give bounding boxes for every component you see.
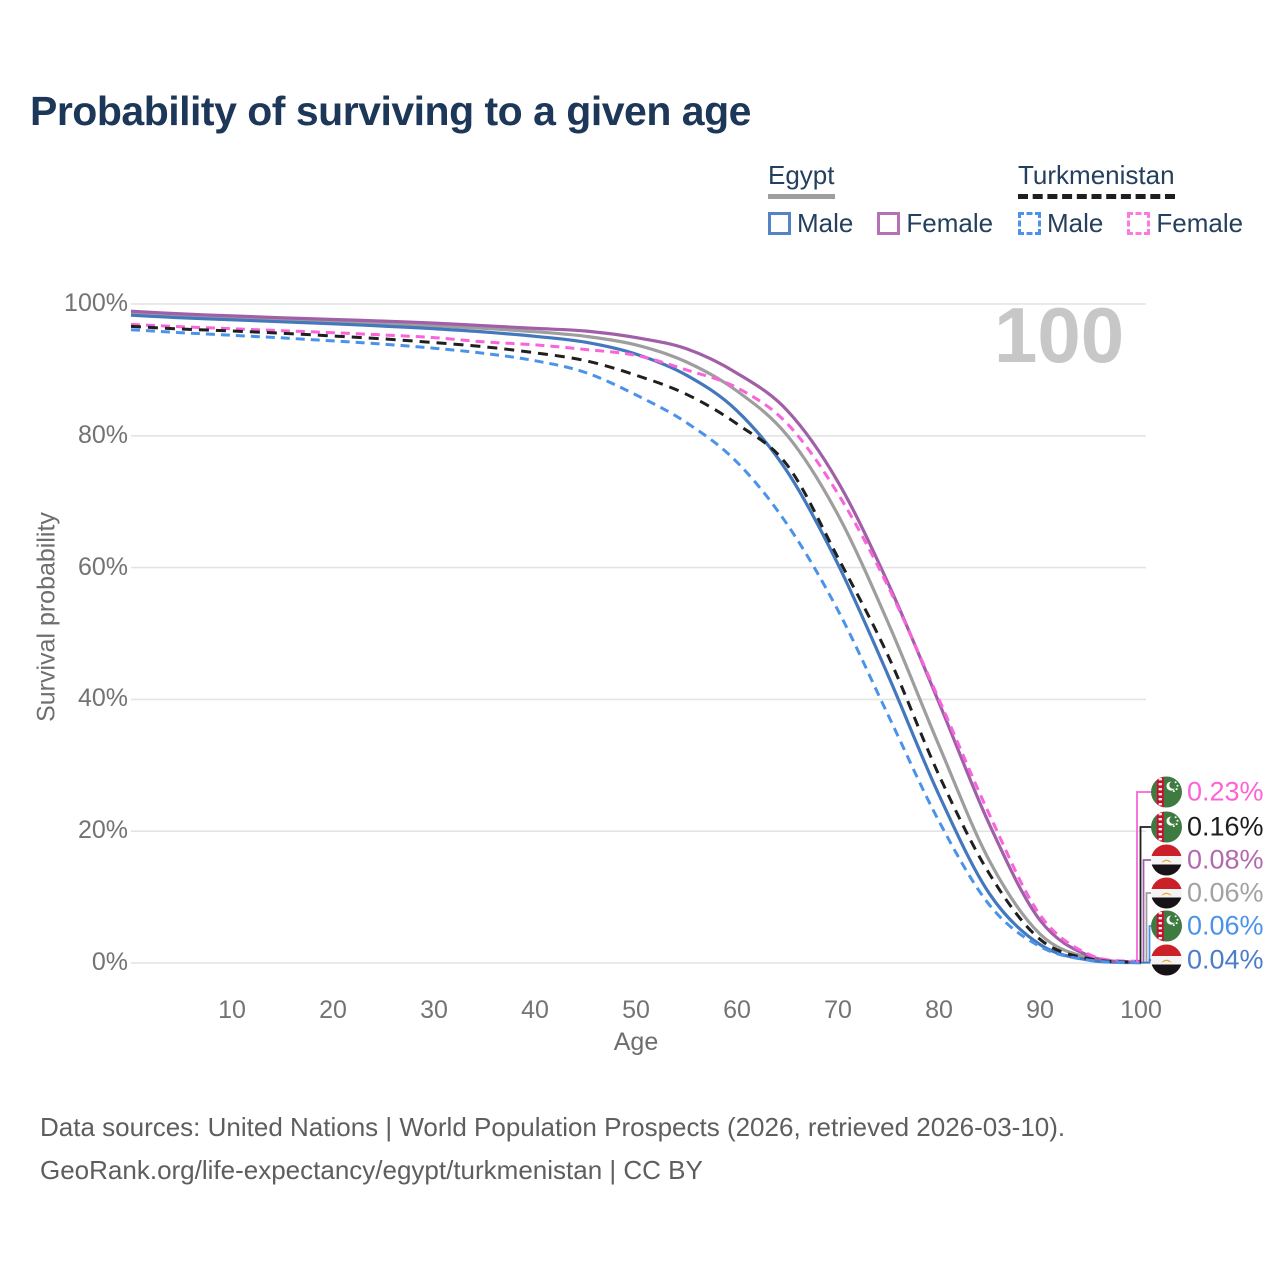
x-tick-30: 30 bbox=[420, 996, 448, 1024]
x-tick-40: 40 bbox=[521, 996, 549, 1024]
series-line-egypt-male[interactable] bbox=[130, 313, 1142, 965]
callout-connector-turkmenistan-female bbox=[1136, 791, 1152, 963]
legend-turkmenistan-male[interactable]: Male bbox=[1018, 208, 1103, 239]
end-label-value: 0.06% bbox=[1187, 910, 1264, 941]
end-label-egypt-female[interactable]: 0.08% bbox=[1151, 844, 1264, 876]
end-label-value: 0.06% bbox=[1187, 877, 1264, 908]
x-tick-60: 60 bbox=[723, 996, 751, 1024]
egypt-flag-icon bbox=[1151, 944, 1182, 976]
x-axis-title: Age bbox=[613, 1028, 659, 1056]
x-tick-10: 10 bbox=[218, 996, 246, 1024]
x-tick-100: 100 bbox=[1120, 996, 1162, 1024]
turkmenistan-flag-icon bbox=[1151, 811, 1182, 843]
x-tick-20: 20 bbox=[319, 996, 347, 1024]
turkmenistan-female-swatch-icon bbox=[1127, 212, 1151, 235]
legend-turkmenistan-header[interactable]: Turkmenistan bbox=[1018, 160, 1175, 199]
turkmenistan-flag-icon bbox=[1151, 910, 1182, 942]
series-line-turkmenistan-female[interactable] bbox=[130, 322, 1142, 963]
y-tick-0%: 0% bbox=[91, 948, 128, 976]
end-label-turkmenistan-both[interactable]: 0.16% bbox=[1151, 811, 1264, 843]
end-label-value: 0.16% bbox=[1187, 811, 1264, 842]
end-label-value: 0.04% bbox=[1187, 944, 1264, 975]
footer: Data sources: United Nations | World Pop… bbox=[40, 1106, 1065, 1192]
x-tick-50: 50 bbox=[622, 996, 650, 1024]
x-tick-80: 80 bbox=[925, 996, 953, 1024]
y-tick-60%: 60% bbox=[77, 552, 128, 581]
egypt-flag-icon bbox=[1151, 844, 1182, 876]
end-label-egypt-male[interactable]: 0.04% bbox=[1151, 944, 1264, 976]
end-label-value: 0.08% bbox=[1187, 844, 1264, 875]
legend-egypt-female-label: Female bbox=[906, 208, 994, 238]
legend-turkmenistan-male-label: Male bbox=[1047, 208, 1104, 238]
callout-connector-egypt-male bbox=[1141, 959, 1152, 964]
series-line-turkmenistan-male[interactable] bbox=[130, 328, 1142, 965]
series-line-egypt-both[interactable] bbox=[130, 311, 1142, 965]
y-tick-40%: 40% bbox=[77, 684, 128, 713]
end-label-turkmenistan-male[interactable]: 0.06% bbox=[1151, 910, 1264, 942]
legend-egypt-male-label: Male bbox=[797, 208, 854, 238]
legend-egypt-header[interactable]: Egypt bbox=[768, 160, 835, 199]
egypt-male-swatch-icon bbox=[768, 212, 791, 235]
end-label-egypt-both[interactable]: 0.06% bbox=[1151, 877, 1264, 909]
end-label-turkmenistan-female[interactable]: 0.23% bbox=[1151, 776, 1264, 808]
y-tick-100%: 100% bbox=[64, 289, 128, 317]
page-title: Probability of surviving to a given age bbox=[30, 88, 751, 134]
legend-group-egypt: Egypt Male Female bbox=[768, 160, 993, 239]
egypt-female-swatch-icon bbox=[877, 212, 901, 235]
y-tick-20%: 20% bbox=[77, 816, 128, 845]
egypt-flag-icon bbox=[1151, 877, 1182, 909]
age-hover-watermark: 100 bbox=[994, 291, 1125, 379]
legend-turkmenistan-female[interactable]: Female bbox=[1127, 208, 1243, 239]
legend-egypt-male[interactable]: Male bbox=[768, 208, 853, 239]
series-line-turkmenistan-both[interactable] bbox=[130, 324, 1142, 964]
x-tick-70: 70 bbox=[824, 996, 852, 1024]
turkmenistan-male-swatch-icon bbox=[1018, 212, 1041, 235]
turkmenistan-flag-icon bbox=[1151, 776, 1182, 808]
legend-turkmenistan-female-label: Female bbox=[1156, 208, 1244, 238]
callout-connector-turkmenistan-both bbox=[1139, 826, 1152, 963]
end-label-value: 0.23% bbox=[1187, 776, 1264, 807]
data-sources-note: Data sources: United Nations | World Pop… bbox=[40, 1112, 1066, 1142]
y-tick-80%: 80% bbox=[77, 420, 128, 449]
legend-egypt-female[interactable]: Female bbox=[877, 208, 993, 239]
source-link[interactable]: GeoRank.org/life-expectancy/egypt/turkme… bbox=[40, 1155, 703, 1185]
x-tick-90: 90 bbox=[1026, 996, 1054, 1024]
legend-group-turkmenistan: Turkmenistan Male Female bbox=[1018, 160, 1243, 239]
series-line-egypt-female[interactable] bbox=[130, 309, 1142, 965]
